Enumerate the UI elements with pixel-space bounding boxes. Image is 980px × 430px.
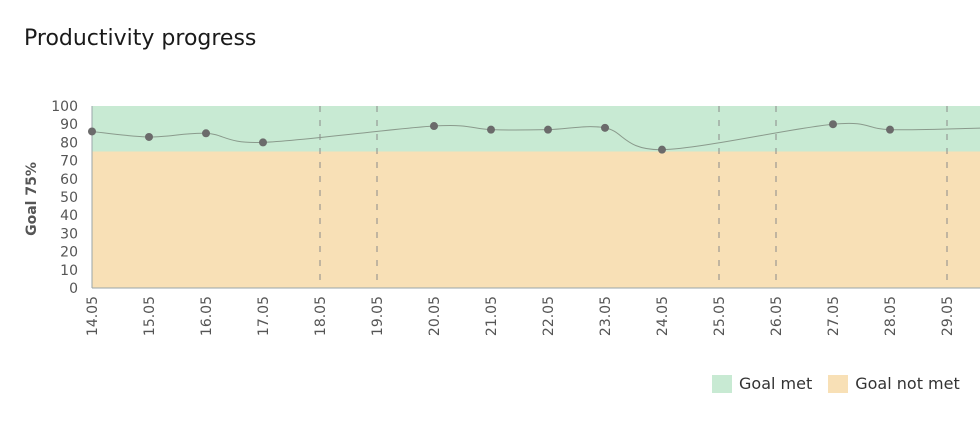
y-tick-label-80: 80 bbox=[60, 135, 78, 151]
y-tick-label-20: 20 bbox=[60, 245, 78, 261]
band-goal-met bbox=[92, 106, 980, 152]
y-tick-label-60: 60 bbox=[60, 172, 78, 188]
legend-label-goal-not-met: Goal not met bbox=[855, 374, 960, 393]
x-tick-label-24.05: 24.05 bbox=[655, 296, 671, 336]
chart-title: Productivity progress bbox=[24, 26, 257, 51]
x-tick-label-28.05: 28.05 bbox=[883, 296, 899, 336]
y-tick-label-100: 100 bbox=[51, 99, 78, 115]
data-point-28.05 bbox=[886, 125, 894, 134]
y-tick-label-0: 0 bbox=[69, 281, 78, 297]
y-tick-label-40: 40 bbox=[60, 208, 78, 224]
data-point-15.05 bbox=[145, 132, 153, 141]
data-point-17.05 bbox=[259, 138, 267, 147]
data-point-27.05 bbox=[829, 120, 837, 129]
legend-label-goal-met: Goal met bbox=[739, 374, 813, 393]
y-tick-label-10: 10 bbox=[60, 263, 78, 279]
x-tick-label-26.05: 26.05 bbox=[769, 296, 785, 336]
data-point-21.05 bbox=[487, 125, 495, 134]
x-tick-label-17.05: 17.05 bbox=[256, 296, 272, 336]
x-tick-label-15.05: 15.05 bbox=[142, 296, 158, 336]
y-axis-title: Goal 75% bbox=[24, 162, 40, 236]
x-tick-label-23.05: 23.05 bbox=[598, 296, 614, 336]
data-point-23.05 bbox=[601, 123, 609, 132]
legend-item-goal-met: Goal met bbox=[712, 374, 812, 393]
y-tick-label-90: 90 bbox=[60, 117, 78, 133]
x-tick-label-14.05: 14.05 bbox=[85, 296, 101, 336]
y-tick-label-30: 30 bbox=[60, 226, 78, 242]
data-point-22.05 bbox=[544, 125, 552, 134]
x-tick-label-16.05: 16.05 bbox=[199, 296, 215, 336]
legend-item-goal-not-met: Goal not met bbox=[828, 374, 960, 393]
data-point-16.05 bbox=[202, 129, 210, 138]
x-tick-label-22.05: 22.05 bbox=[541, 296, 557, 336]
x-tick-label-20.05: 20.05 bbox=[427, 296, 443, 336]
x-tick-label-27.05: 27.05 bbox=[826, 296, 842, 336]
legend-swatch-goal-not-met bbox=[828, 374, 849, 393]
data-point-24.05 bbox=[658, 145, 666, 154]
data-point-20.05 bbox=[430, 122, 438, 131]
x-tick-label-29.05: 29.05 bbox=[940, 296, 956, 336]
data-point-14.05 bbox=[88, 127, 96, 136]
x-tick-label-25.05: 25.05 bbox=[712, 296, 728, 336]
x-tick-label-18.05: 18.05 bbox=[313, 296, 329, 336]
band-goal-not-met bbox=[92, 151, 980, 288]
legend-swatch-goal-met bbox=[712, 374, 732, 393]
legend: Goal met Goal not met bbox=[712, 374, 976, 393]
y-tick-label-70: 70 bbox=[60, 154, 78, 170]
y-tick-label-50: 50 bbox=[60, 190, 78, 206]
x-tick-label-21.05: 21.05 bbox=[484, 296, 500, 336]
x-tick-label-19.05: 19.05 bbox=[370, 296, 386, 336]
